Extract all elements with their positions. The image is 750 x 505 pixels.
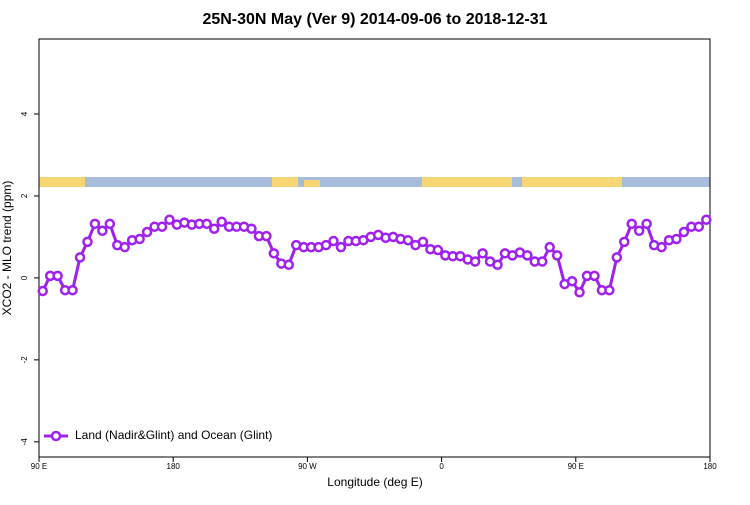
data-point xyxy=(522,250,533,261)
data-point xyxy=(268,248,280,259)
data-point xyxy=(37,285,48,297)
data-point xyxy=(537,256,548,267)
land-strip xyxy=(304,180,320,187)
data-point xyxy=(701,214,712,225)
data-point xyxy=(678,226,690,238)
land-strip xyxy=(422,177,512,187)
x-tick-label: 180 xyxy=(703,462,717,471)
land-ocean-band xyxy=(39,177,710,187)
data-point xyxy=(52,270,63,282)
data-point xyxy=(671,233,682,245)
data-point xyxy=(216,216,227,228)
data-point xyxy=(97,225,108,237)
data-point xyxy=(335,241,347,253)
x-tick-label: 90 W xyxy=(298,462,317,471)
x-tick-label: 90 E xyxy=(31,462,47,471)
data-point xyxy=(551,250,563,261)
data-point xyxy=(633,225,645,237)
data-point xyxy=(201,218,212,230)
data-point xyxy=(104,218,116,230)
data-point xyxy=(492,259,503,271)
data-point xyxy=(589,270,600,282)
data-point xyxy=(402,234,414,246)
data-point xyxy=(320,239,332,251)
data-point xyxy=(693,221,705,232)
data-point xyxy=(134,233,145,245)
x-tick-label: 0 xyxy=(439,462,444,471)
data-point xyxy=(611,252,623,263)
data-point xyxy=(89,218,101,230)
data-point xyxy=(566,275,578,287)
y-tick-label: -4 xyxy=(20,438,29,446)
data-point xyxy=(246,223,257,234)
legend: Land (Nadir&Glint) and Ocean (Glint) xyxy=(44,428,272,442)
data-point xyxy=(656,241,667,253)
y-axis-label: XCO2 - MLO trend (ppm) xyxy=(0,181,14,316)
data-point xyxy=(119,241,130,253)
data-point xyxy=(156,221,168,232)
data-point xyxy=(432,244,444,256)
data-point xyxy=(574,287,585,298)
land-strip xyxy=(522,177,622,187)
data-point xyxy=(261,230,272,242)
data-point xyxy=(641,218,652,230)
data-point xyxy=(82,236,93,248)
data-point xyxy=(417,236,429,248)
land-strip xyxy=(272,177,298,187)
land-strip xyxy=(39,177,85,187)
data-point xyxy=(328,235,339,247)
y-tick-label: 2 xyxy=(20,193,29,198)
x-tick-label: 180 xyxy=(167,462,181,471)
data-point xyxy=(469,256,481,267)
data-point xyxy=(164,214,175,225)
y-tick-label: 4 xyxy=(20,111,29,116)
data-point xyxy=(208,223,220,234)
plot-frame xyxy=(38,38,711,458)
chart-title: 25N-30N May (Ver 9) 2014-09-06 to 2018-1… xyxy=(202,11,547,28)
data-point xyxy=(477,248,488,259)
ocean-strip xyxy=(39,177,710,187)
data-point xyxy=(141,226,153,238)
legend-marker xyxy=(50,430,62,442)
x-tick-label: 90 E xyxy=(568,462,584,471)
x-axis-label: Longitude (deg E) xyxy=(327,475,422,489)
y-tick-label: 0 xyxy=(20,275,29,280)
data-point xyxy=(74,252,86,263)
data-point xyxy=(604,284,615,296)
data-point xyxy=(283,259,295,271)
data-point xyxy=(619,236,630,248)
y-tick-label: -2 xyxy=(20,356,29,364)
data-point xyxy=(544,241,555,253)
data-point xyxy=(626,218,637,230)
legend-label: Land (Nadir&Glint) and Ocean (Glint) xyxy=(75,428,272,442)
data-point xyxy=(67,284,78,296)
